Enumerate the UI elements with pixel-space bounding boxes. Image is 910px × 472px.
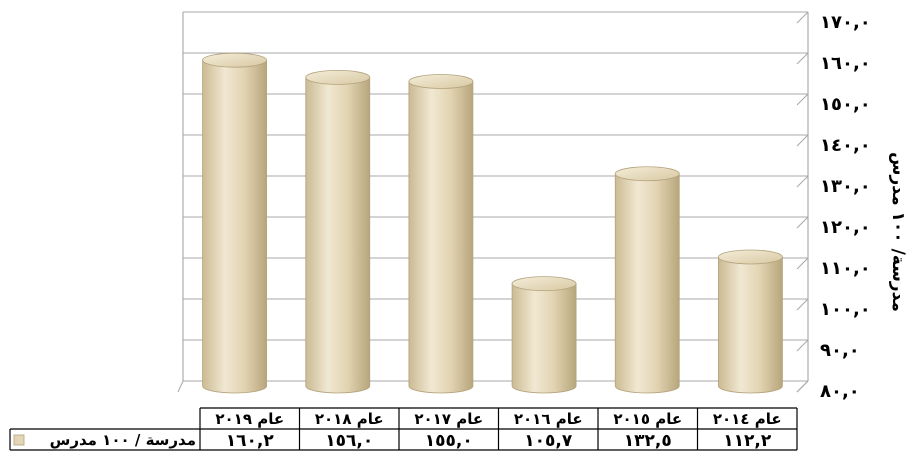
y-tick-label: ٨٠,٠ <box>820 381 860 402</box>
category-label: عام ٢٠١٥ <box>613 410 682 428</box>
bar-body <box>202 59 267 394</box>
bar-body <box>408 81 474 394</box>
gridline-side <box>796 134 809 147</box>
y-tick-label: ٩٠,٠ <box>820 340 860 361</box>
y-tick-label: ١١٠,٠ <box>820 258 871 279</box>
data-label: ١٣٢,٥ <box>624 431 672 451</box>
y-tick-label: ١٤٠,٠ <box>820 135 871 156</box>
bars-layer <box>202 52 783 394</box>
category-label: عام ٢٠١٩ <box>215 410 284 428</box>
grid-layer <box>177 11 809 393</box>
data-table: عام ٢٠١٤ ١١٢,٢ عام ٢٠١٥ ١٣٢,٥ عام ٢٠١٦ ١٠٥,٧ ع… <box>9 407 798 451</box>
bar-top <box>614 166 680 182</box>
y-axis-title: مدرسة/ ١٠٠ مدرس <box>888 152 908 312</box>
data-label: ١٦٠,٢ <box>226 431 275 451</box>
category-label: عام ٢٠١٧ <box>414 410 483 428</box>
gridline-side <box>796 52 809 65</box>
bar-body <box>305 77 371 394</box>
category-label: عام ٢٠١٦ <box>514 410 583 428</box>
bar-top <box>305 70 371 85</box>
y-axis: ٨٠,٠ ٩٠,٠ ١٠٠,٠ ١١٠,٠ ١٢٠,٠ ١٣٠,٠ ١٤٠,٠ ١٥٠,٠ ١٦… <box>820 12 871 402</box>
bar-4 <box>305 70 371 394</box>
gridline-side <box>796 11 809 24</box>
data-label: ١٥٥,٠ <box>425 431 473 451</box>
y-tick-label: ١٣٠,٠ <box>820 176 871 197</box>
gridline-side <box>796 175 809 188</box>
data-label: ١٠٥,٧ <box>524 431 573 451</box>
bar-top <box>511 276 577 292</box>
bar-body <box>511 283 577 394</box>
data-label: ١٥٦,٠ <box>325 431 373 451</box>
category-label: عام ٢٠١٤ <box>713 410 782 428</box>
y-tick-label: ١٧٠,٠ <box>820 12 871 33</box>
y-tick-label: ١٢٠,٠ <box>820 217 871 238</box>
floor-left-edge <box>177 380 184 393</box>
y-tick-label: ١٦٠,٠ <box>820 53 871 74</box>
data-label: ١١٢,٢ <box>723 431 772 451</box>
bar-body <box>718 256 783 394</box>
gridline-side <box>796 339 809 352</box>
bar-top <box>718 249 783 265</box>
bar-5 <box>202 52 267 394</box>
gridline-side <box>796 380 809 393</box>
gridline-side <box>796 298 809 311</box>
legend-label: مدرسة / ١٠٠ مدرس <box>50 431 196 449</box>
gridline-side <box>796 257 809 270</box>
legend-swatch <box>13 434 25 446</box>
category-label: عام ٢٠١٨ <box>315 410 384 428</box>
gridline-side <box>796 93 809 106</box>
gridline-side <box>796 216 809 229</box>
bar-2 <box>511 276 577 394</box>
y-tick-label: ١٥٠,٠ <box>820 94 871 115</box>
bar-1 <box>614 166 680 394</box>
bar-0 <box>718 249 783 394</box>
bar-body <box>614 173 680 394</box>
bar-3 <box>408 74 474 394</box>
y-tick-label: ١٠٠,٠ <box>820 299 871 320</box>
bar-top <box>202 52 267 68</box>
bar-top <box>408 74 474 89</box>
